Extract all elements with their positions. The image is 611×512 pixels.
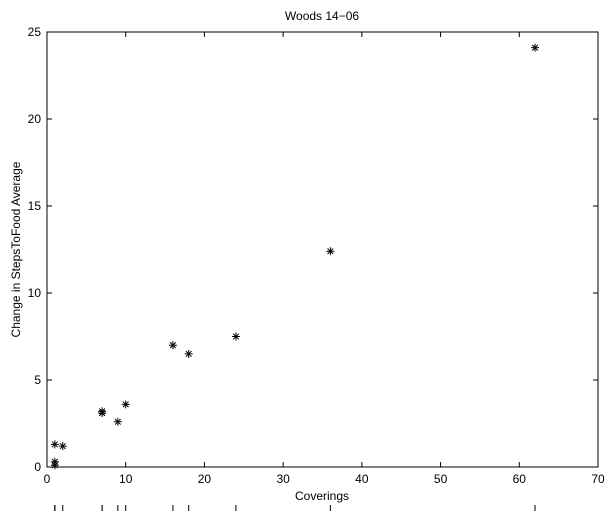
data-point (50, 461, 59, 470)
x-axis-tick-labels: 0 10 20 30 40 50 60 70 (44, 472, 605, 486)
plot-frame (46, 31, 599, 468)
data-point (58, 442, 67, 451)
y-axis-tick-labels: 0 5 10 15 20 25 (28, 25, 42, 474)
x-tick-label: 40 (355, 472, 369, 486)
x-tick-label: 70 (591, 472, 605, 486)
x-tick-label: 60 (513, 472, 527, 486)
data-point (168, 341, 177, 350)
y-tick-label: 10 (28, 286, 42, 300)
data-point (121, 400, 130, 409)
x-axis-label: Coverings (295, 489, 349, 503)
chart-title: Woods 14−06 (285, 9, 359, 23)
data-point (98, 409, 107, 418)
data-points (50, 43, 540, 470)
y-tick-label: 15 (28, 199, 42, 213)
x-tick-label: 0 (44, 472, 51, 486)
x-axis-rug (54, 505, 536, 511)
x-tick-label: 20 (198, 472, 212, 486)
x-tick-label: 50 (434, 472, 448, 486)
y-axis-label: Change in StepsToFood Average (9, 161, 23, 337)
x-tick-label: 30 (276, 472, 290, 486)
x-tick-label: 10 (119, 472, 133, 486)
data-point (113, 417, 122, 426)
y-axis-ticks (47, 31, 598, 468)
y-tick-label: 20 (28, 112, 42, 126)
y-tick-label: 25 (28, 25, 42, 39)
x-axis-ticks (46, 32, 599, 467)
data-point (50, 440, 59, 449)
data-point (184, 349, 193, 358)
data-point (531, 43, 540, 52)
data-point (231, 332, 240, 341)
data-point (326, 247, 335, 256)
y-tick-label: 0 (34, 460, 41, 474)
y-tick-label: 5 (34, 373, 41, 387)
